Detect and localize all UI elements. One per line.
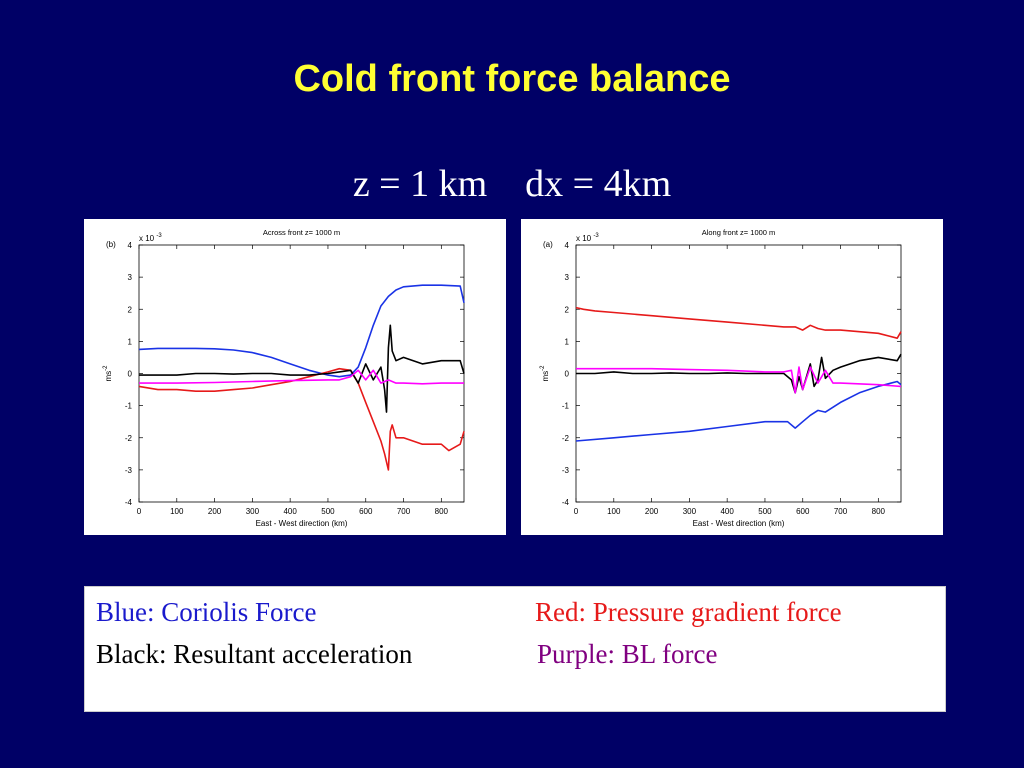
along-front-xtick-label: 400 [720, 507, 734, 516]
along-front-exponent-label: x 10 -3 [576, 233, 599, 243]
along-front-xlabel: East - West direction (km) [693, 519, 785, 528]
along-front-ytick-label: 3 [565, 273, 570, 282]
across-front-panel-label: (b) [106, 240, 116, 249]
across-front-xtick-label: 700 [397, 507, 411, 516]
across-front-title: Across front z= 1000 m [263, 228, 340, 237]
along-front-xtick-label: 100 [607, 507, 621, 516]
along-front-ylabel: ms-2 [540, 365, 550, 382]
across-front-xlabel: East - West direction (km) [256, 519, 348, 528]
across-front-ytick-label: 4 [128, 241, 133, 250]
along-front-ytick-label: -1 [562, 402, 570, 411]
across-front-xtick-label: 600 [359, 507, 373, 516]
along-front-ytick-label: 4 [565, 241, 570, 250]
across-front-ytick-label: 2 [128, 305, 133, 314]
along-front-xtick-label: 0 [574, 507, 579, 516]
across-front-ytick-label: 3 [128, 273, 133, 282]
along-front-xtick-label: 800 [872, 507, 886, 516]
across-front-series-resultant-line [139, 324, 465, 413]
legend-black: Black: Resultant acceleration [96, 639, 413, 669]
along-front-ytick-label: 1 [565, 337, 570, 346]
across-front-xtick-label: 400 [283, 507, 297, 516]
across-front-exponent-label: x 10 -3 [139, 233, 162, 243]
along-front-xtick-label: 300 [683, 507, 697, 516]
legend-box: Blue: Coriolis Force Red: Pressure gradi… [84, 586, 946, 712]
along-front-xtick-label: 700 [834, 507, 848, 516]
legend-purple: Purple: BL force [537, 639, 718, 669]
across-front-xtick-label: 100 [170, 507, 184, 516]
chart-along-front: 0 100 200 300 400 500 600 700 800 -4 -3 -2 -1 0 1 2 3 4 (a… [540, 228, 902, 528]
across-front-ytick-label: -4 [125, 498, 133, 507]
legend-blue: Blue: Coriolis Force [96, 597, 317, 627]
chart-panel-along-front: 0 100 200 300 400 500 600 700 800 -4 -3 -2 -1 0 1 2 3 4 (a… [521, 219, 943, 535]
along-front-xtick-label: 200 [645, 507, 659, 516]
across-front-ylabel-exp: -2 [103, 365, 109, 371]
subtitle-dx: dx = 4km [525, 163, 672, 205]
slide-subtitle: z = 1 km dx = 4km [0, 162, 1024, 206]
across-front-xtick-label: 0 [137, 507, 142, 516]
across-front-ytick-label: 0 [128, 370, 133, 379]
along-front-panel-label: (a) [543, 240, 553, 249]
subtitle-z: z = 1 km [352, 163, 488, 205]
across-front-xtick-label: 500 [321, 507, 335, 516]
across-front-series-coriolis-line [138, 284, 465, 378]
across-front-ylabel: ms-2 [103, 365, 113, 382]
along-front-ytick-label: 0 [565, 370, 570, 379]
across-front-xtick-label: 800 [435, 507, 449, 516]
along-front-ytick-label: -4 [562, 498, 570, 507]
along-front-ytick-label: 2 [565, 305, 570, 314]
across-front-xtick-label: 200 [208, 507, 222, 516]
along-front-ytick-label: -3 [562, 466, 570, 475]
across-front-ytick-label: -1 [125, 402, 133, 411]
across-front-xtick-label: 300 [246, 507, 260, 516]
across-front-ytick-label: -3 [125, 466, 133, 475]
across-front-ytick-label: 1 [128, 337, 133, 346]
along-front-xtick-label: 500 [758, 507, 772, 516]
chart-panel-across-front: 0 100 200 300 400 500 600 700 800 -4 -3 -2 -1 0 1 2 3 4 (b… [84, 219, 506, 535]
legend-red: Red: Pressure gradient force [535, 597, 842, 627]
along-front-title: Along front z= 1000 m [702, 228, 776, 237]
across-front-series-pressure-line [138, 367, 465, 471]
along-front-ylabel-exp: -2 [540, 365, 546, 371]
along-front-series-pressure-line [575, 306, 902, 339]
along-front-series-bl-line [576, 366, 902, 394]
across-front-ytick-label: -2 [125, 434, 133, 443]
along-front-series-coriolis-line [575, 380, 902, 442]
along-front-exponent: -3 [593, 233, 599, 239]
across-front-exponent: -3 [156, 233, 162, 239]
along-front-series-resultant-line [576, 353, 902, 394]
chart-across-front: 0 100 200 300 400 500 600 700 800 -4 -3 -2 -1 0 1 2 3 4 (b… [103, 228, 465, 528]
along-front-xtick-label: 600 [796, 507, 810, 516]
along-front-ytick-label: -2 [562, 434, 570, 443]
across-front-series-bl-line [139, 369, 464, 385]
slide-title: Cold front force balance [293, 58, 731, 100]
